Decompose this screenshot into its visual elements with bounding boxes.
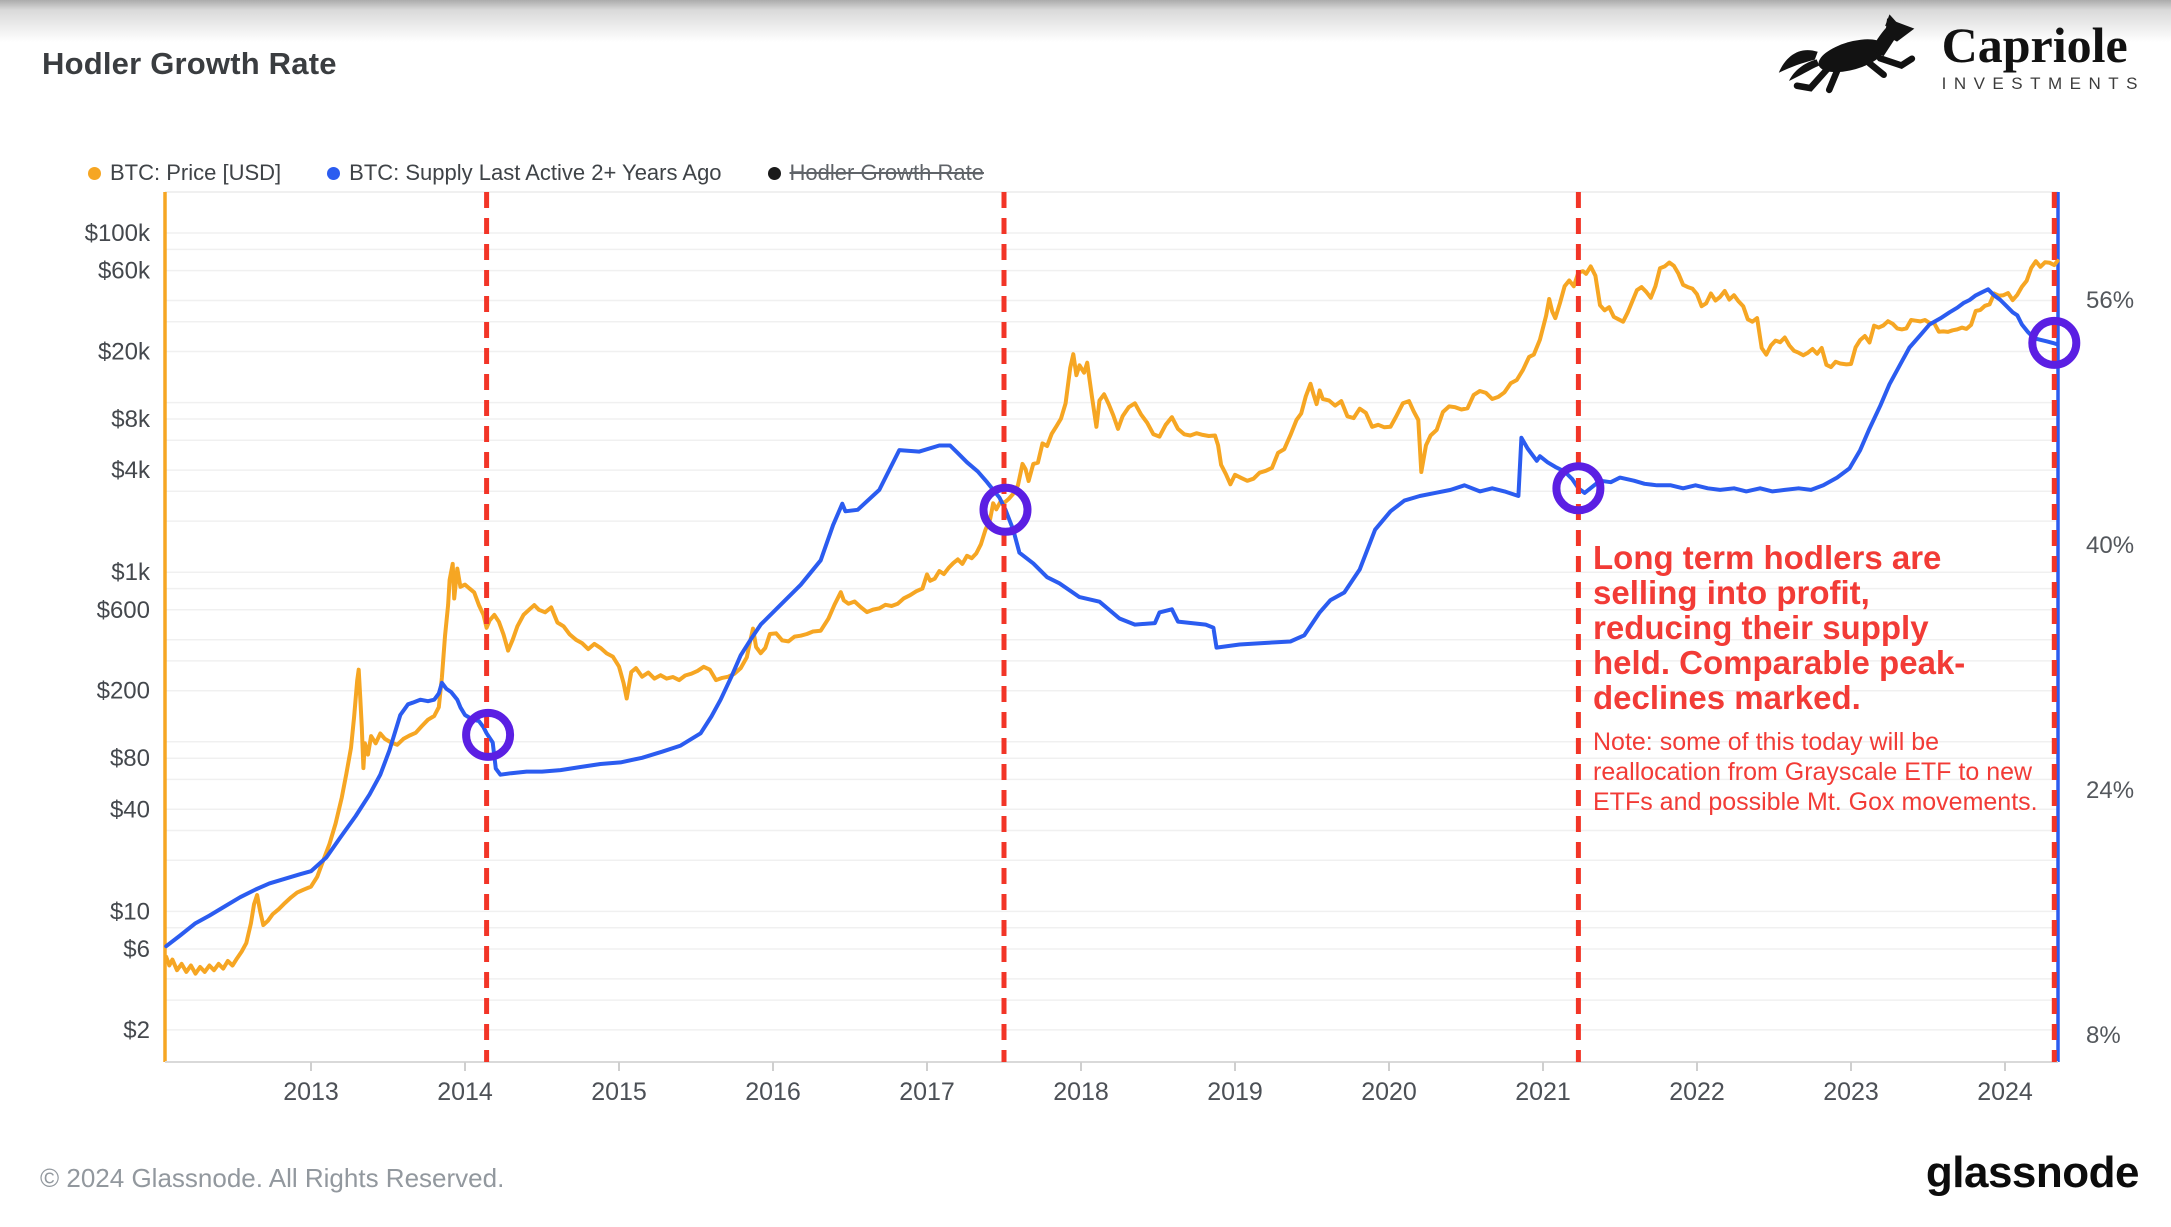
chart-legend: BTC: Price [USD] BTC: Supply Last Active… — [88, 160, 984, 186]
copyright-text: © 2024 Glassnode. All Rights Reserved. — [40, 1163, 505, 1193]
y-axis-right-labels: 56% 40% 24% 8% — [2086, 287, 2134, 1049]
plot-frame — [163, 192, 2060, 1071]
annotation-headline-line: Long term hodlers are — [1593, 539, 1942, 576]
svg-text:$60k: $60k — [98, 258, 151, 285]
series-right — [164, 287, 2060, 949]
svg-text:$4k: $4k — [111, 457, 151, 484]
svg-text:$40: $40 — [110, 796, 150, 823]
gridlines — [165, 191, 2058, 1031]
legend-dot-orange-icon — [88, 166, 101, 180]
horse-front-leg-2 — [1865, 59, 1887, 79]
top-gradient-strip — [0, 0, 2171, 42]
svg-text:2014: 2014 — [437, 1078, 493, 1106]
horse-front-leg — [1876, 55, 1915, 70]
svg-text:2019: 2019 — [1207, 1078, 1263, 1106]
svg-text:2018: 2018 — [1053, 1078, 1109, 1106]
svg-text:$2: $2 — [123, 1017, 150, 1044]
legend-item-btc-price[interactable]: BTC: Price [USD] — [88, 160, 281, 186]
x-axis-year-labels: 2013 2014 2015 2016 2017 2018 2019 2020 2021 2022… — [283, 1078, 2033, 1106]
capriole-horse-icon — [1778, 14, 1915, 94]
svg-text:2015: 2015 — [591, 1078, 647, 1106]
annotation-headline-line: reducing their supply — [1593, 609, 1929, 646]
legend-label: BTC: Price [USD] — [110, 160, 282, 185]
capriole-logo: Capriole INVESTMENTS — [1770, 6, 2145, 106]
peak-decline-marker-circles — [462, 316, 2081, 761]
svg-text:56%: 56% — [2086, 287, 2134, 314]
svg-text:$6: $6 — [123, 936, 150, 963]
legend-dot-blue-icon — [327, 166, 341, 180]
horse-hind-leg — [1793, 64, 1832, 92]
svg-text:2017: 2017 — [899, 1078, 955, 1106]
page-title: Hodler Growth Rate — [42, 46, 337, 81]
svg-text:40%: 40% — [2086, 532, 2134, 559]
legend-label: Hodler Growth Rate — [789, 160, 984, 185]
legend-dot-black-icon — [767, 166, 781, 180]
annotation-headline-line: selling into profit, — [1593, 574, 1870, 611]
marker-circle — [1552, 462, 1605, 515]
svg-text:2016: 2016 — [745, 1078, 801, 1106]
horse-mane — [1872, 22, 1897, 52]
svg-text:2020: 2020 — [1361, 1078, 1417, 1106]
event-dashed-lines — [484, 192, 2057, 1062]
svg-text:24%: 24% — [2086, 777, 2134, 804]
svg-text:2023: 2023 — [1823, 1078, 1879, 1106]
svg-text:$100k: $100k — [85, 220, 151, 247]
annotation-callout: Long term hodlers are selling into profi… — [1593, 540, 2068, 817]
series-left — [164, 258, 2060, 976]
horse-tail — [1778, 50, 1818, 73]
svg-text:$8k: $8k — [111, 406, 151, 433]
capriole-wordmark: Capriole — [1941, 17, 2128, 73]
svg-text:$20k: $20k — [98, 339, 151, 366]
legend-label: BTC: Supply Last Active 2+ Years Ago — [349, 160, 722, 185]
svg-text:$80: $80 — [110, 745, 150, 772]
marker-circle — [979, 483, 1032, 536]
annotation-headline-line: declines marked. — [1593, 679, 1861, 716]
legend-item-btc-supply[interactable]: BTC: Supply Last Active 2+ Years Ago — [327, 160, 722, 186]
svg-text:2022: 2022 — [1669, 1078, 1725, 1106]
svg-text:2013: 2013 — [283, 1078, 339, 1106]
svg-text:2021: 2021 — [1515, 1078, 1571, 1106]
glassnode-wordmark: glassnode — [1925, 1148, 2140, 1197]
capriole-subtitle: INVESTMENTS — [1941, 74, 2145, 93]
svg-text:$200: $200 — [97, 678, 150, 705]
horse-hind-leg-2 — [1825, 65, 1841, 94]
legend-item-hodler-growth-rate[interactable]: Hodler Growth Rate — [767, 160, 984, 186]
annotation-note-line: reallocation from Grayscale ETF to new — [1593, 758, 2033, 786]
series-lines — [164, 258, 2060, 976]
svg-text:8%: 8% — [2086, 1022, 2121, 1049]
annotation-note-line: ETFs and possible Mt. Gox movements. — [1593, 788, 2038, 816]
horse-tail-wisp — [1788, 59, 1819, 81]
annotation-headline-line: held. Comparable peak- — [1593, 644, 1966, 681]
marker-circle — [2028, 316, 2081, 369]
marker-circle — [462, 708, 515, 761]
annotation-note-line: Note: some of this today will be — [1593, 728, 1939, 756]
svg-text:2024: 2024 — [1977, 1078, 2033, 1106]
horse-ear — [1884, 14, 1898, 27]
svg-text:$1k: $1k — [111, 559, 151, 586]
svg-text:$10: $10 — [110, 898, 150, 925]
y-axis-left-labels: $100k $60k $20k $8k $4k $1k $600 $200 $80 $40 $10 $… — [85, 220, 151, 1044]
svg-text:$600: $600 — [97, 597, 150, 624]
